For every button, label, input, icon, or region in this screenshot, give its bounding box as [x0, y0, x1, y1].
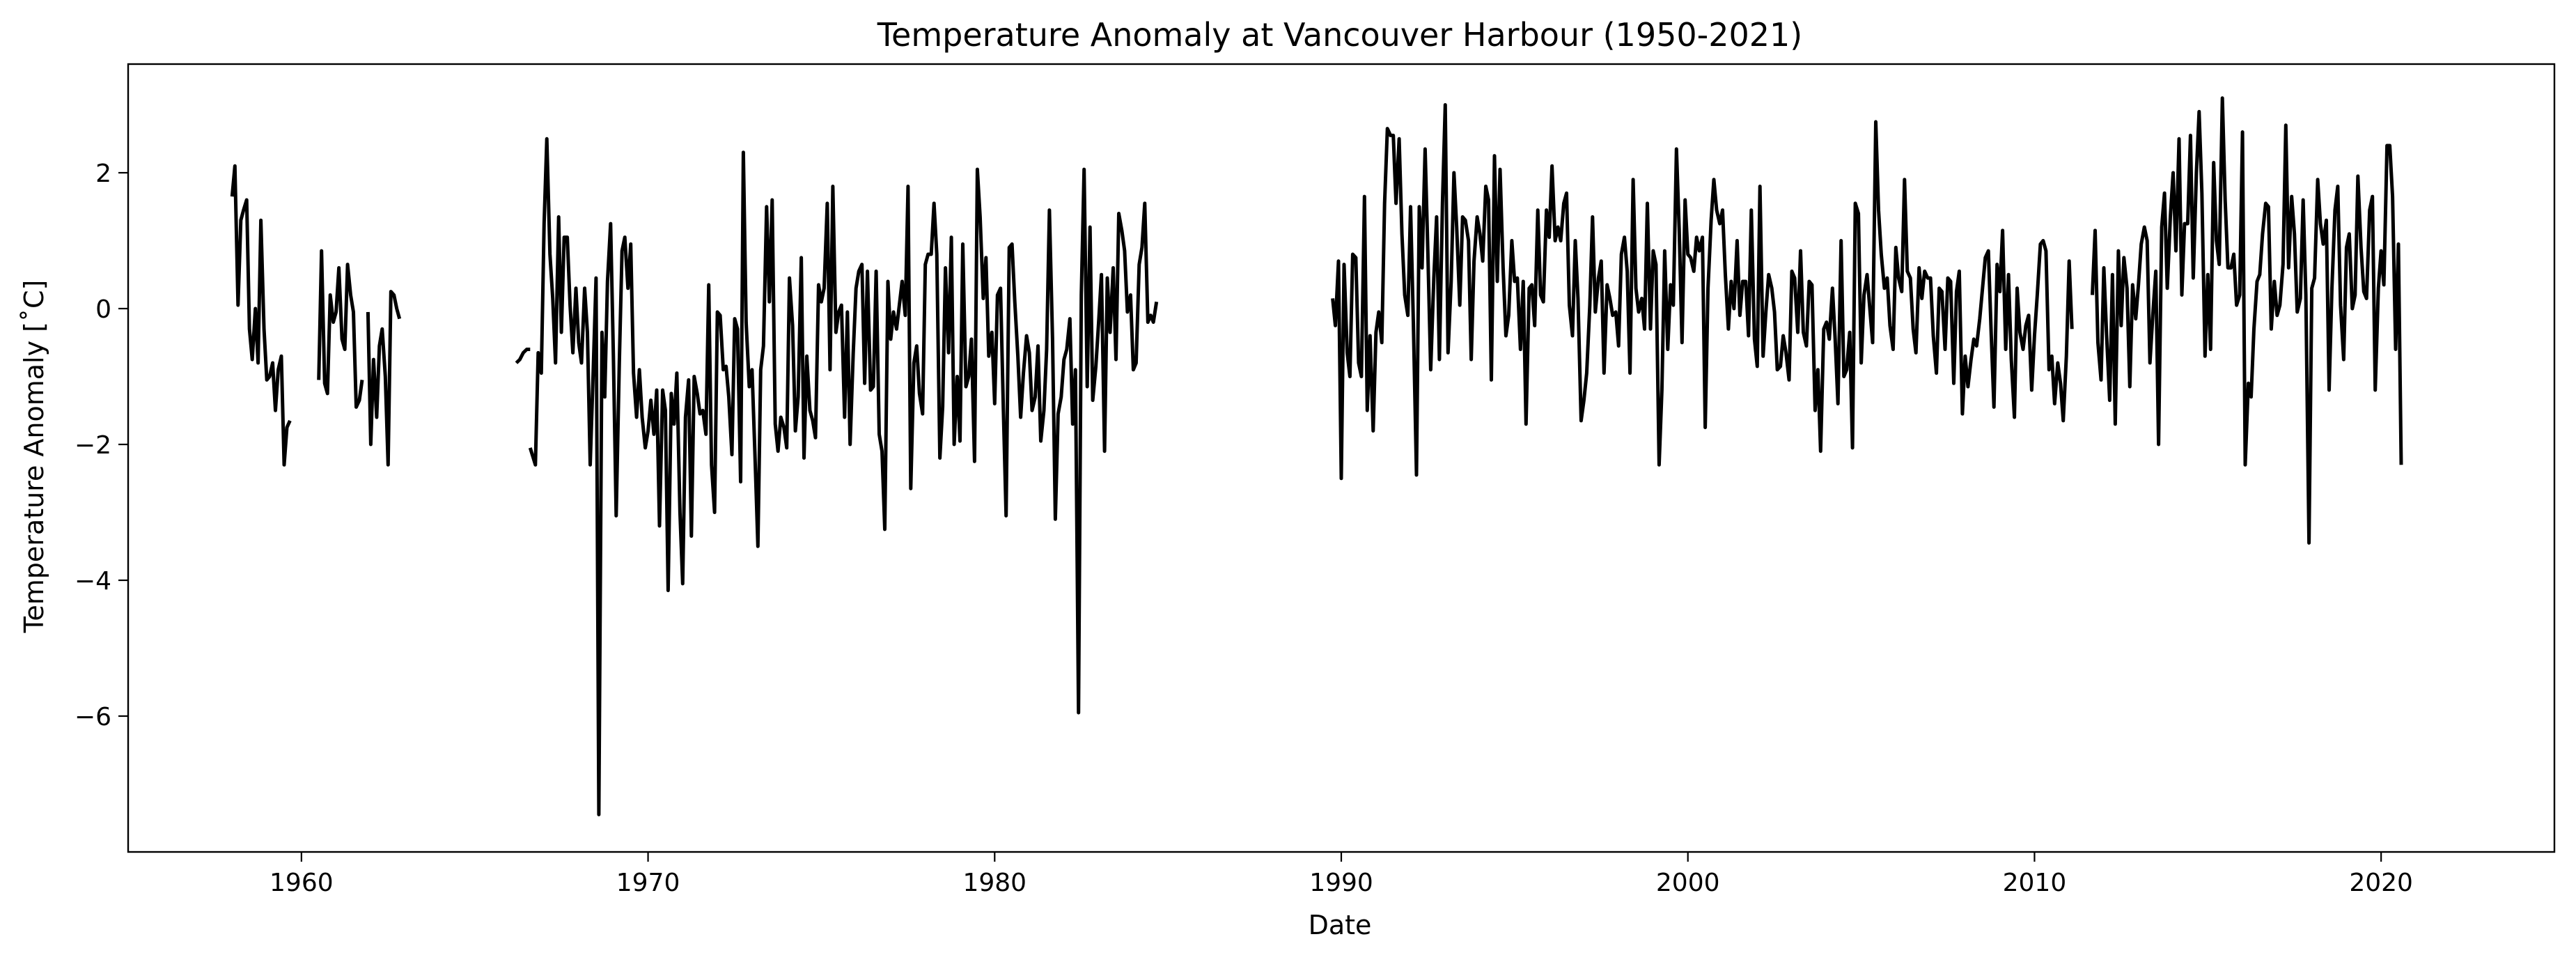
y-tick-label: 2 [95, 160, 111, 188]
series-layer [230, 96, 2403, 816]
x-tick-label: 2010 [2003, 869, 2067, 897]
series-line-segment-5-0 [2091, 96, 2403, 545]
x-axis: 1960 1970 1980 1990 2000 2010 2020 [270, 852, 2413, 897]
x-tick-label: 2000 [1656, 869, 1720, 897]
y-axis-label: Temperature Anomaly [˚C] [19, 280, 49, 634]
series-line-segment-4-0 [1331, 103, 2074, 481]
x-tick-label: 1960 [270, 869, 334, 897]
x-tick-label: 1970 [616, 869, 680, 897]
y-tick-label: −4 [75, 567, 111, 596]
series-line-segment-1-1 [366, 290, 402, 467]
y-axis: −6 −4 −2 0 2 [75, 160, 128, 731]
series-line-segment-3-0 [528, 137, 1159, 816]
x-axis-label: Date [1309, 910, 1372, 940]
x-tick-label: 1980 [962, 869, 1027, 897]
series-line-segment-2-0 [515, 348, 531, 364]
x-tick-label: 1990 [1309, 869, 1373, 897]
series-line-segment-1-0 [317, 249, 364, 409]
x-tick-label: 2020 [2349, 869, 2413, 897]
y-tick-label: 0 [95, 295, 111, 324]
chart-title: Temperature Anomaly at Vancouver Harbour… [877, 16, 1802, 54]
series-line-segment-0-0 [230, 164, 292, 467]
y-tick-label: −2 [75, 431, 111, 460]
y-tick-label: −6 [75, 703, 111, 731]
